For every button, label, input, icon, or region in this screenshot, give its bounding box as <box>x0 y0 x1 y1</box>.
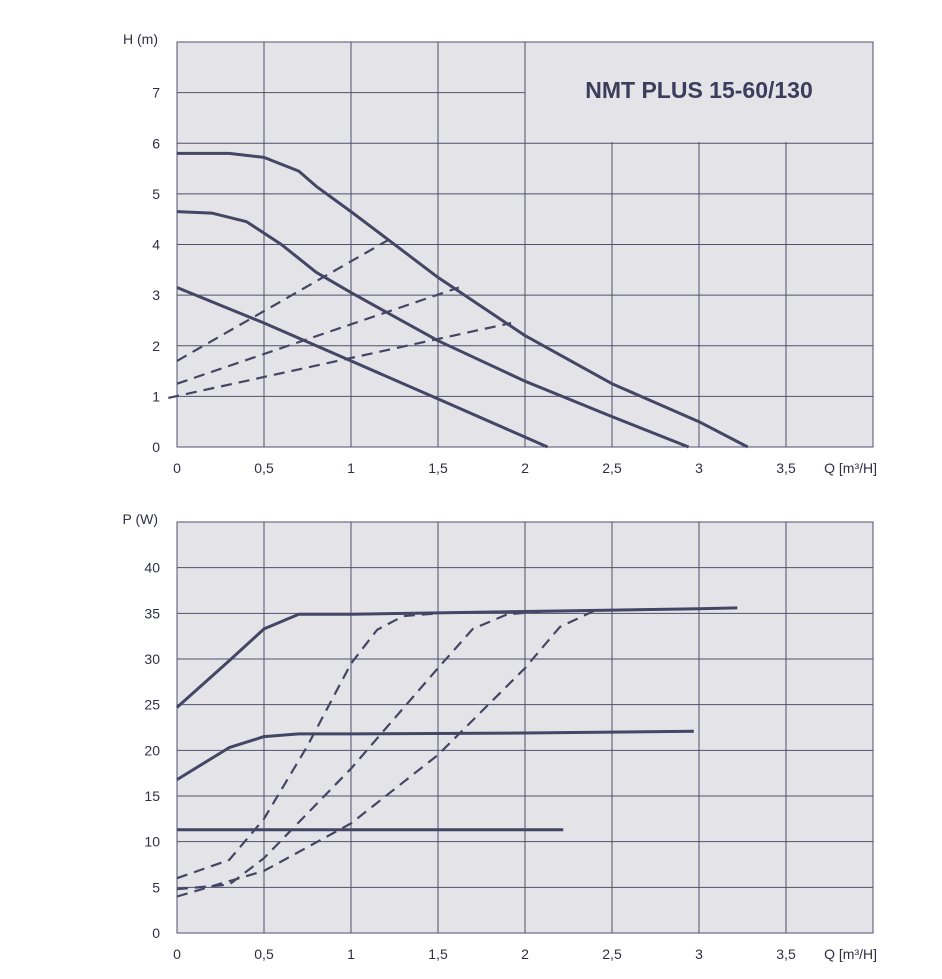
x-tick-label-1: 0,5 <box>254 946 274 962</box>
y-tick-label-6: 30 <box>144 651 160 667</box>
y-tick-label-6: 6 <box>152 135 160 151</box>
y-tick-label-7: 35 <box>144 605 160 621</box>
x-tick-label-7: 3,5 <box>776 946 796 962</box>
plot-frame <box>176 521 874 934</box>
y-tick-label-8: 40 <box>144 560 160 576</box>
x-axis-title: Q [m³/H] <box>824 946 877 962</box>
plot-frame <box>176 41 874 448</box>
dashed-curve-5 <box>176 609 596 898</box>
x-tick-label-5: 2,5 <box>602 460 622 476</box>
head-flow-chart: 0 0,5 1 1,5 2 2,5 3 3,5 0 1 2 3 4 5 6 7 H (m) Q [m³/H] NMT… <box>123 31 877 476</box>
solid-curve-0 <box>176 606 738 709</box>
x-tick-label-2: 1 <box>347 946 355 962</box>
x-tick-label-6: 3 <box>695 460 703 476</box>
x-axis-title: Q [m³/H] <box>824 460 877 476</box>
y-tick-label-0: 0 <box>152 439 160 455</box>
chart-title: NMT PLUS 15-60/130 <box>585 77 813 103</box>
y-tick-label-3: 3 <box>152 287 160 303</box>
y-tick-label-5: 25 <box>144 697 160 713</box>
x-tick-label-6: 3 <box>695 946 703 962</box>
y-axis-title: H (m) <box>123 31 158 47</box>
y-tick-label-5: 5 <box>152 186 160 202</box>
x-tick-label-0: 0 <box>173 460 181 476</box>
y-tick-label-1: 1 <box>152 388 160 404</box>
dashed-curve-3 <box>176 612 439 880</box>
y-tick-label-4: 4 <box>152 237 160 253</box>
y-tick-label-3: 15 <box>144 788 160 804</box>
x-tick-label-4: 2 <box>521 460 529 476</box>
y-tick-label-4: 20 <box>144 742 160 758</box>
solid-curve-2 <box>176 286 549 449</box>
y-tick-label-2: 2 <box>152 338 160 354</box>
y-tick-label-7: 7 <box>152 85 160 101</box>
solid-curve-1 <box>176 729 694 781</box>
dashed-curve-5 <box>168 321 512 399</box>
x-tick-label-0: 0 <box>173 946 181 962</box>
x-tick-label-7: 3,5 <box>776 460 796 476</box>
solid-curve-1 <box>176 210 690 449</box>
x-tick-label-1: 0,5 <box>254 460 274 476</box>
power-flow-chart: 0 0,5 1 1,5 2 2,5 3 3,5 0 5 10 15 20 25 30 35 40 P (W) Q [… <box>122 511 877 962</box>
x-tick-label-5: 2,5 <box>602 946 622 962</box>
x-tick-label-2: 1 <box>347 460 355 476</box>
y-tick-label-2: 10 <box>144 834 160 850</box>
y-axis-title: P (W) <box>122 511 158 527</box>
solid-curve-0 <box>177 151 749 449</box>
x-tick-label-3: 1,5 <box>428 460 448 476</box>
x-tick-label-4: 2 <box>521 946 529 962</box>
dashed-curve-3 <box>176 238 390 362</box>
y-tick-label-1: 5 <box>152 879 160 895</box>
dashed-curve-4 <box>176 286 460 385</box>
x-tick-label-3: 1,5 <box>428 946 448 962</box>
y-tick-label-0: 0 <box>152 925 160 941</box>
